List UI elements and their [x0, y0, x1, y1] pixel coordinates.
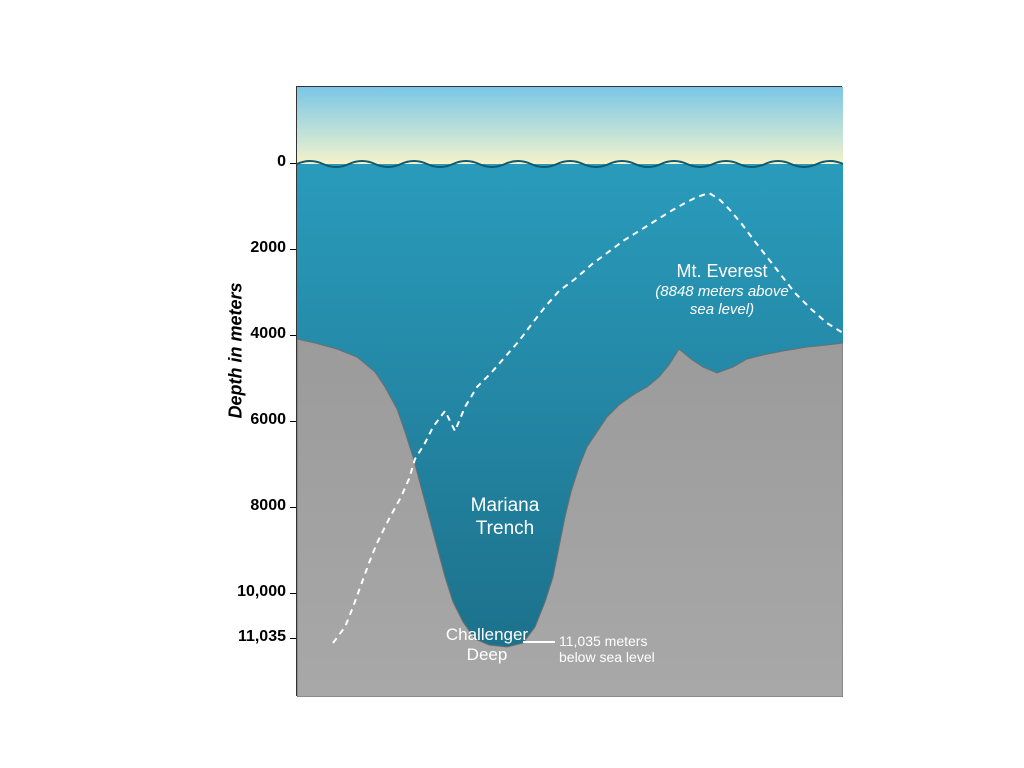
tick-label: 8000 [226, 497, 286, 515]
tick-mark [290, 421, 296, 422]
tick-mark [290, 638, 296, 639]
tick-label: 10,000 [226, 583, 286, 601]
tick-label: 6000 [226, 411, 286, 429]
annotation-mariana: MarianaTrench [445, 495, 565, 541]
depth-note-line2: below sea level [559, 649, 655, 665]
depth-diagram: Mt. Everest (8848 meters abovesea level)… [296, 86, 842, 696]
depth-note: 11,035 meters below sea level [559, 633, 655, 665]
y-axis-title: Depth in meters [226, 282, 247, 418]
tick-label: 0 [226, 153, 286, 171]
tick-mark [290, 249, 296, 250]
everest-subtitle: (8848 meters abovesea level) [627, 283, 817, 319]
annotation-everest: Mt. Everest (8848 meters abovesea level) [627, 261, 817, 319]
tick-label: 2000 [226, 239, 286, 257]
diagram-svg [297, 87, 843, 697]
tick-mark [290, 335, 296, 336]
tick-mark [290, 163, 296, 164]
tick-mark [290, 593, 296, 594]
depth-note-line1: 11,035 meters [559, 633, 655, 649]
everest-title: Mt. Everest [627, 261, 817, 283]
annotation-challenger: ChallengerDeep [427, 625, 547, 666]
tick-label: 11,035 [226, 628, 286, 646]
tick-mark [290, 507, 296, 508]
mariana-title: MarianaTrench [445, 495, 565, 541]
tick-label: 4000 [226, 325, 286, 343]
challenger-title: ChallengerDeep [427, 625, 547, 666]
